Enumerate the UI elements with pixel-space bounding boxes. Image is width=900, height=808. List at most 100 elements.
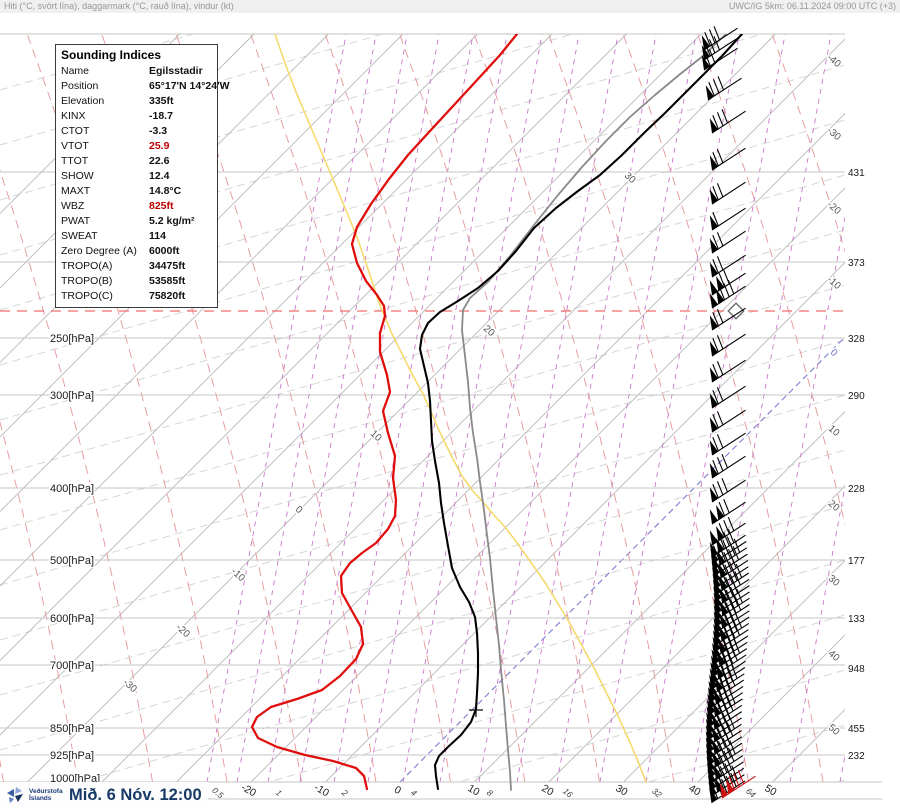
mixing-ratio-label: 8 — [485, 787, 495, 798]
pressure-label: 600[hPa] — [50, 613, 94, 625]
index-row: Name Egilsstadir — [56, 64, 217, 79]
height-label: 228 — [848, 484, 865, 495]
index-value: 825ft — [149, 200, 174, 212]
pressure-label: 300[hPa] — [50, 390, 94, 402]
isotherm-label: 0 — [828, 347, 840, 359]
temp-axis-label: 50 — [762, 782, 778, 798]
height-label: 455 — [848, 724, 865, 735]
index-label: Position — [61, 80, 99, 92]
valid-datetime: Mið. 6 Nóv. 12:00 — [69, 785, 202, 804]
indices-rows: Name Egilsstadir Position 65°17'N 14°24'W El… — [56, 64, 230, 304]
index-row: Elevation 335ft — [56, 94, 217, 109]
mixing-ratio-label: 2 — [339, 787, 350, 799]
legend-text: Hiti (°C, svört lína), daggarmark (°C, r… — [4, 1, 234, 11]
index-row: TROPO(B) 53585ft — [56, 274, 217, 289]
index-row: TROPO(C) 75820ft — [56, 289, 217, 304]
mixing-ratio-label: 4 — [409, 787, 419, 798]
index-value: 14.8°C — [149, 185, 182, 197]
mixing-ratio-label: 64 — [744, 786, 758, 800]
org-name: Veðurstofa Íslands — [29, 788, 65, 802]
isotherm-label: 40 — [826, 648, 842, 664]
isotherm-label: 10 — [368, 428, 384, 444]
pressure-label: 850[hPa] — [50, 723, 94, 735]
height-label: 177 — [848, 556, 865, 567]
model-run-text: UWC/IG 5km: 06.11.2024 09:00 UTC (+3) — [728, 1, 896, 11]
temp-axis-label: 30 — [613, 782, 629, 798]
index-row: MAXT 14.8°C — [56, 184, 217, 199]
index-label: CTOT — [61, 125, 90, 137]
index-value: 22.6 — [149, 155, 170, 167]
index-row: PWAT 5.2 kg/m² — [56, 214, 217, 229]
wetbulb-yellow — [274, 34, 647, 783]
pressure-label: 400[hPa] — [50, 483, 94, 495]
pressure-label: 250[hPa] — [50, 333, 94, 345]
index-label: TROPO(B) — [61, 275, 113, 287]
index-value: 25.9 — [149, 140, 170, 152]
temp-axis-label: 10 — [465, 782, 481, 798]
index-label: TROPO(C) — [61, 290, 113, 302]
mixing-ratio-label: 1 — [274, 787, 284, 798]
index-row: SHOW 12.4 — [56, 169, 217, 184]
index-label: Zero Degree (A) — [61, 245, 137, 257]
height-label: 373 — [848, 258, 865, 269]
pressure-label: 500[hPa] — [50, 555, 94, 567]
index-row: TTOT 22.6 — [56, 154, 217, 169]
vedurstofa-logo — [7, 787, 23, 803]
pressure-label: 700[hPa] — [50, 660, 94, 672]
pressure-label: 925[hPa] — [50, 750, 94, 762]
temp-axis-label: -10 — [312, 781, 331, 799]
index-value: 65°17'N 14°24'W — [149, 80, 230, 92]
height-label: 948 — [848, 664, 865, 675]
height-label: 431 — [848, 168, 865, 179]
index-row: SWEAT 114 — [56, 229, 217, 244]
isotherm-label: -20 — [174, 622, 192, 640]
temp-axis-label: 0 — [392, 784, 403, 797]
index-value: -3.3 — [149, 125, 168, 137]
index-value: 5.2 kg/m² — [149, 215, 195, 227]
isotherm-label: -40 — [825, 52, 843, 70]
footer-bar: Veðurstofa Íslands Mið. 6 Nóv. 12:00 — [0, 782, 208, 808]
org-line2: Íslands — [29, 795, 52, 802]
height-label: 232 — [848, 751, 865, 762]
isotherm-label: -30 — [825, 125, 843, 143]
index-row: KINX -18.7 — [56, 109, 217, 124]
index-row: Position 65°17'N 14°24'W — [56, 79, 230, 94]
index-label: VTOT — [61, 140, 89, 152]
isotherm-label: 30 — [826, 573, 842, 589]
mixing-ratio-label: 32 — [650, 786, 664, 800]
index-value: -18.7 — [149, 110, 173, 122]
index-value: 53585ft — [149, 275, 186, 287]
height-label: 290 — [848, 391, 865, 402]
index-value: 6000ft — [149, 245, 180, 257]
index-label: Elevation — [61, 95, 105, 107]
index-value: Egilsstadir — [149, 65, 203, 77]
panel-title: Sounding Indices — [61, 48, 162, 62]
wind-barbs — [701, 26, 756, 804]
index-label: SHOW — [61, 170, 94, 182]
isotherm-label: -10 — [825, 274, 843, 292]
temp-axis-label: 20 — [539, 782, 555, 798]
org-line1: Veðurstofa — [29, 788, 63, 795]
temp-axis-label: 40 — [686, 782, 702, 798]
dewpoint-red — [250, 34, 519, 791]
isotherm-label: -20 — [825, 199, 843, 217]
top-status-bar: Hiti (°C, svört lína), daggarmark (°C, r… — [0, 0, 900, 13]
index-value: 335ft — [149, 95, 174, 107]
isotherm-label: 50 — [826, 722, 842, 738]
isotherm-label: 10 — [826, 423, 842, 439]
index-label: MAXT — [61, 185, 91, 197]
index-label: TTOT — [61, 155, 89, 167]
index-row: WBZ 825ft — [56, 199, 217, 214]
index-label: SWEAT — [61, 230, 98, 242]
index-label: Name — [61, 65, 90, 77]
height-label: 133 — [848, 614, 865, 625]
index-value: 75820ft — [149, 290, 186, 302]
temp-axis-label: -20 — [239, 781, 258, 799]
index-value: 34475ft — [149, 260, 186, 272]
index-row: VTOT 25.9 — [56, 139, 217, 154]
index-value: 114 — [149, 230, 166, 242]
sounding-indices-panel: Sounding Indices Name Egilsstadir Position… — [55, 44, 230, 308]
